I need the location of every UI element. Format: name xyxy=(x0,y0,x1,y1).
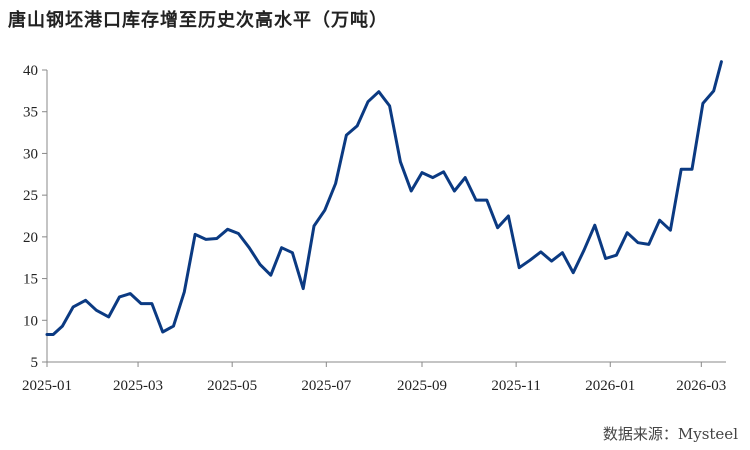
data-point xyxy=(323,209,326,212)
series-group xyxy=(45,60,723,336)
y-axis-ticks: 5 10 15 20 25 30 35 40 xyxy=(23,63,47,371)
y-tick-label: 15 xyxy=(23,272,38,288)
x-axis-ticks: 2025-01 2025-03 2025-05 2025-07 2025-09 2025-… xyxy=(22,362,726,394)
data-point xyxy=(680,168,683,171)
data-point xyxy=(474,198,478,202)
x-tick-label: 2025-05 xyxy=(207,378,257,394)
x-tick-label: 2025-03 xyxy=(113,378,163,394)
data-point xyxy=(410,189,413,193)
data-point xyxy=(280,246,283,249)
y-tick-label: 25 xyxy=(23,188,38,204)
data-point xyxy=(690,168,694,171)
series-line xyxy=(45,60,723,336)
data-point xyxy=(161,330,164,334)
x-tick-label: 2026-03 xyxy=(676,378,726,394)
data-point xyxy=(334,182,337,185)
data-point xyxy=(84,299,87,302)
data-point xyxy=(193,233,197,236)
data-point xyxy=(712,89,715,93)
data-point xyxy=(183,290,186,294)
data-point xyxy=(248,246,251,249)
data-point xyxy=(604,257,607,260)
data-point xyxy=(258,263,262,266)
data-point xyxy=(95,309,98,312)
data-point xyxy=(539,250,542,254)
x-tick-label: 2025-01 xyxy=(22,378,72,394)
data-point xyxy=(237,232,240,235)
x-tick-label: 2026-01 xyxy=(585,378,635,394)
data-point xyxy=(636,241,640,244)
data-point xyxy=(139,302,143,305)
data-point xyxy=(45,333,49,336)
chart-title: 唐山钢坯港口库存增至历史次高水平（万吨） xyxy=(8,10,388,31)
data-point xyxy=(129,292,132,295)
x-tick-label: 2025-09 xyxy=(397,378,447,394)
data-point xyxy=(442,170,445,173)
data-point xyxy=(388,104,391,108)
y-tick-label: 35 xyxy=(23,105,38,121)
data-point xyxy=(582,249,586,252)
data-point xyxy=(118,295,121,299)
data-point xyxy=(669,229,672,232)
y-tick-label: 30 xyxy=(23,146,38,162)
y-tick-label: 5 xyxy=(31,355,39,371)
data-point xyxy=(496,226,499,229)
data-point xyxy=(507,214,510,218)
data-point xyxy=(720,60,723,63)
data-point xyxy=(52,333,55,336)
data-point xyxy=(593,224,596,227)
data-point xyxy=(312,224,316,228)
data-point xyxy=(302,287,305,290)
data-point xyxy=(399,160,402,163)
data-point xyxy=(626,231,629,234)
data-point xyxy=(366,100,370,103)
data-point xyxy=(72,305,75,309)
data-point xyxy=(431,176,434,179)
data-point xyxy=(215,237,218,240)
data-point xyxy=(561,251,564,254)
data-point xyxy=(420,171,424,174)
data-point xyxy=(150,302,154,305)
data-point xyxy=(485,198,488,202)
x-tick-label: 2025-11 xyxy=(491,378,540,394)
data-point xyxy=(453,189,456,193)
data-point xyxy=(701,102,705,105)
data-point xyxy=(647,243,650,246)
chart-axes xyxy=(46,70,726,363)
data-point xyxy=(572,271,575,274)
data-point xyxy=(528,259,532,262)
data-point xyxy=(61,324,64,328)
data-point xyxy=(377,90,380,93)
data-point xyxy=(615,254,618,257)
data-point xyxy=(550,259,553,263)
data-point xyxy=(291,251,294,254)
data-point xyxy=(356,124,359,128)
source-note: 数据来源：Mysteel xyxy=(602,425,738,443)
y-tick-label: 40 xyxy=(23,63,38,79)
data-point xyxy=(464,176,467,179)
data-point xyxy=(226,228,229,231)
data-point xyxy=(345,133,348,137)
x-tick-label: 2025-07 xyxy=(301,378,351,394)
y-tick-label: 10 xyxy=(23,313,38,329)
data-point xyxy=(172,324,175,328)
data-point xyxy=(107,315,110,319)
y-tick-label: 20 xyxy=(23,230,38,246)
data-point xyxy=(518,266,521,269)
data-point xyxy=(204,238,208,241)
data-point xyxy=(658,219,661,222)
data-point xyxy=(269,274,272,277)
